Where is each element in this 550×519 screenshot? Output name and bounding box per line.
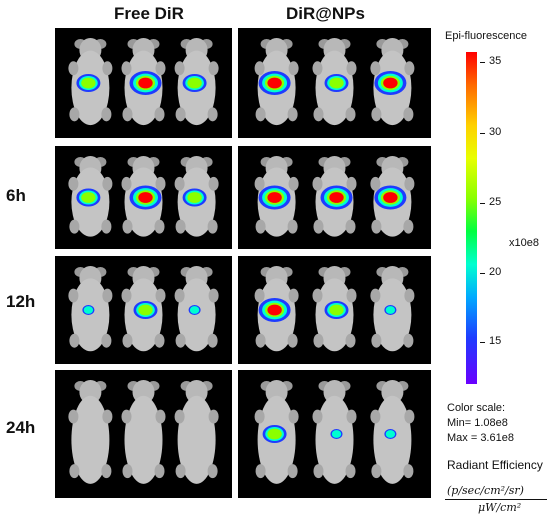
imaging-panel bbox=[55, 370, 232, 498]
mouse-images bbox=[68, 156, 219, 237]
color-scale-max: Max = 3.61e8 bbox=[447, 432, 514, 444]
color-scale-tick-label: 30 bbox=[489, 126, 502, 138]
mouse-image bbox=[174, 38, 219, 126]
color-scale-tick bbox=[480, 342, 485, 343]
column-header-free-dir: Free DiR bbox=[114, 4, 184, 23]
row-label-6h: 6h bbox=[6, 186, 26, 205]
color-scale-bar bbox=[466, 52, 477, 384]
color-scale-min: Min= 1.08e8 bbox=[447, 417, 508, 429]
mouse-images bbox=[68, 380, 219, 484]
mouse-images bbox=[254, 156, 415, 237]
color-scale-tick-label: 20 bbox=[489, 266, 502, 278]
mouse-image bbox=[68, 38, 113, 126]
mouse-image bbox=[121, 156, 166, 237]
mouse-image bbox=[68, 266, 113, 352]
mouse-images bbox=[254, 380, 415, 484]
mouse-image bbox=[174, 156, 219, 237]
mouse-image bbox=[312, 156, 357, 237]
row-label-24h: 24h bbox=[6, 418, 36, 437]
color-scale-tick-label: 35 bbox=[489, 55, 502, 67]
mouse-images bbox=[68, 266, 219, 352]
imaging-panel bbox=[238, 28, 431, 138]
mouse-image bbox=[254, 266, 299, 352]
imaging-panel bbox=[55, 146, 232, 249]
mouse-image bbox=[370, 156, 415, 237]
mouse-image bbox=[174, 266, 219, 352]
imaging-panel bbox=[238, 370, 431, 498]
mouse-image bbox=[370, 266, 415, 352]
mouse-image bbox=[254, 38, 299, 126]
mouse-image bbox=[68, 156, 113, 237]
column-header-dir-nps: DiR@NPs bbox=[286, 4, 365, 23]
color-scale-tick bbox=[480, 133, 485, 134]
mouse-image bbox=[121, 380, 166, 484]
color-scale-tick-label: 25 bbox=[489, 196, 502, 208]
color-scale-title: Epi-fluorescence bbox=[445, 30, 527, 42]
mouse-image bbox=[370, 380, 415, 484]
mouse-image bbox=[254, 156, 299, 237]
imaging-panel bbox=[55, 28, 232, 138]
mouse-image bbox=[312, 266, 357, 352]
unit-denominator: μW/cm² bbox=[478, 501, 522, 514]
mouse-image bbox=[312, 380, 357, 484]
mouse-images bbox=[68, 38, 219, 126]
mouse-image bbox=[370, 38, 415, 126]
mouse-image bbox=[174, 380, 219, 484]
imaging-panel bbox=[238, 256, 431, 364]
color-scale-multiplier: x10e8 bbox=[509, 237, 539, 249]
color-scale-heading: Color scale: bbox=[447, 402, 506, 414]
mouse-image bbox=[121, 38, 166, 126]
imaging-panel bbox=[55, 256, 232, 364]
unit-numerator: (p/sec/cm²/sr) bbox=[447, 484, 524, 497]
unit-fraction-bar bbox=[445, 499, 547, 500]
mouse-image bbox=[121, 266, 166, 352]
imaging-panel bbox=[238, 146, 431, 249]
color-scale-tick bbox=[480, 203, 485, 204]
mouse-image bbox=[312, 38, 357, 126]
radiant-efficiency-label: Radiant Efficiency bbox=[447, 458, 543, 472]
mouse-images bbox=[254, 38, 415, 126]
row-label-12h: 12h bbox=[6, 292, 36, 311]
color-scale-tick-label: 15 bbox=[489, 335, 502, 347]
mouse-image bbox=[254, 380, 299, 484]
color-scale-tick bbox=[480, 273, 485, 274]
mouse-image bbox=[68, 380, 113, 484]
mouse-images bbox=[254, 266, 415, 352]
color-scale-tick bbox=[480, 62, 485, 63]
